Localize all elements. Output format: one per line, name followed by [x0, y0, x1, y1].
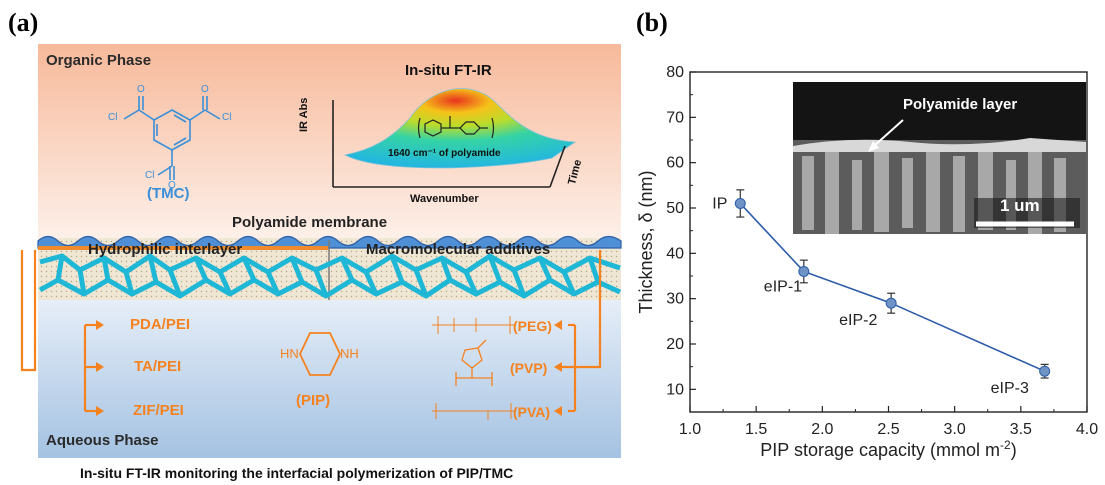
ftir-inset — [332, 88, 577, 188]
pip-molecule — [299, 332, 341, 376]
x-tick-label: 4.0 — [1076, 421, 1098, 438]
panel-a-label: (a) — [8, 8, 39, 37]
thickness-chart: 1.0 1.5 2.0 2.5 3.0 3.5 4.0 10 20 30 40 50 60 70 80 PIP… — [636, 64, 1098, 460]
additive-pvp: (PVP) — [510, 360, 548, 376]
pip-atom-hn: HN — [280, 346, 299, 361]
y-tick-label: 80 — [666, 64, 684, 81]
tmc-molecule — [123, 96, 221, 180]
ftir-ylabel: IR Abs — [298, 97, 310, 132]
pvp-structure — [455, 339, 493, 386]
chart-marks: IP eIP-1 eIP-2 eIP-3 — [712, 189, 1051, 397]
interlayer-ta-pei: TA/PEI — [134, 358, 182, 375]
chart-axes: 1.0 1.5 2.0 2.5 3.0 3.5 4.0 10 20 30 40 50 60 70 80 PIP… — [636, 64, 1098, 460]
tmc-label: (TMC) — [147, 185, 190, 202]
y-tick-label: 20 — [666, 336, 684, 353]
aqueous-phase-label: Aqueous Phase — [46, 432, 159, 449]
inset-scale-bar-label: 1 um — [1000, 196, 1040, 215]
additive-arrowheads — [554, 320, 562, 416]
membrane-label: Polyamide membrane — [232, 214, 388, 231]
y-tick-label: 60 — [666, 155, 684, 172]
y-tick-label: 50 — [666, 200, 684, 217]
x-axis-label: PIP storage capacity (mmol m-2) — [760, 438, 1016, 460]
x-tick-label: 1.5 — [745, 421, 767, 438]
pip-label: (PIP) — [296, 392, 331, 409]
pip-atom-nh: NH — [340, 346, 359, 361]
additive-arrows — [560, 250, 602, 413]
tmc-atom-cl-bottom: Cl — [145, 170, 155, 181]
hydrophilic-interlayer-band — [38, 246, 328, 250]
panel-a-caption: In-situ FT-IR monitoring the interfacial… — [80, 465, 514, 481]
tmc-atom-cl-right: Cl — [222, 112, 232, 123]
x-tick-label: 3.5 — [1010, 421, 1032, 438]
data-point — [885, 297, 897, 309]
interlayer-pda-pei: PDA/PEI — [130, 316, 191, 333]
additive-peg: (PEG) — [513, 318, 552, 334]
point-label: eIP-1 — [764, 278, 802, 295]
tmc-atom-o-right: O — [201, 84, 209, 95]
y-tick-label: 70 — [666, 109, 684, 126]
pva-structure — [432, 403, 515, 420]
y-tick-label: 40 — [666, 245, 684, 262]
data-point — [1039, 365, 1051, 377]
point-label: eIP-2 — [839, 312, 877, 329]
point-label: IP — [712, 195, 727, 212]
x-tick-label: 3.0 — [944, 421, 966, 438]
sem-inset — [793, 82, 1086, 234]
tmc-atom-o-left: O — [137, 84, 145, 95]
x-tick-label: 2.0 — [811, 421, 833, 438]
series-line — [739, 202, 1045, 372]
organic-phase-label: Organic Phase — [46, 52, 152, 69]
y-axis-label: Thickness, δ (nm) — [636, 170, 656, 313]
data-point — [734, 197, 746, 209]
tmc-atom-cl-left: Cl — [108, 112, 118, 123]
mechanism-schematic — [20, 44, 622, 458]
panel-b-label: (b) — [636, 8, 668, 37]
peg-structure — [432, 316, 515, 334]
aqueous-phase-region — [38, 300, 621, 458]
x-tick-label: 1.0 — [679, 421, 701, 438]
ftir-xlabel: Wavenumber — [410, 193, 479, 205]
macromolecular-additives-label: Macromolecular additives — [366, 241, 551, 258]
ftir-title: In-situ FT-IR — [405, 62, 492, 79]
tmc-atom-o-bottom: O — [168, 180, 176, 191]
y-tick-label: 10 — [666, 381, 684, 398]
interlayer-zif-pei: ZIF/PEI — [133, 402, 184, 419]
x-tick-label: 2.5 — [877, 421, 899, 438]
hydrophilic-interlayer-label: Hydrophilic interlayer — [88, 241, 243, 258]
point-label: eIP-3 — [991, 380, 1029, 397]
support-network — [38, 253, 622, 299]
additive-pva: (PVA) — [513, 404, 551, 420]
data-point — [798, 265, 810, 277]
inset-annotation: Polyamide layer — [903, 96, 1018, 113]
interlayer-arrowheads — [96, 320, 104, 416]
y-tick-label: 30 — [666, 291, 684, 308]
ftir-peak-label: 1640 cm⁻¹ of polyamide — [388, 148, 501, 159]
